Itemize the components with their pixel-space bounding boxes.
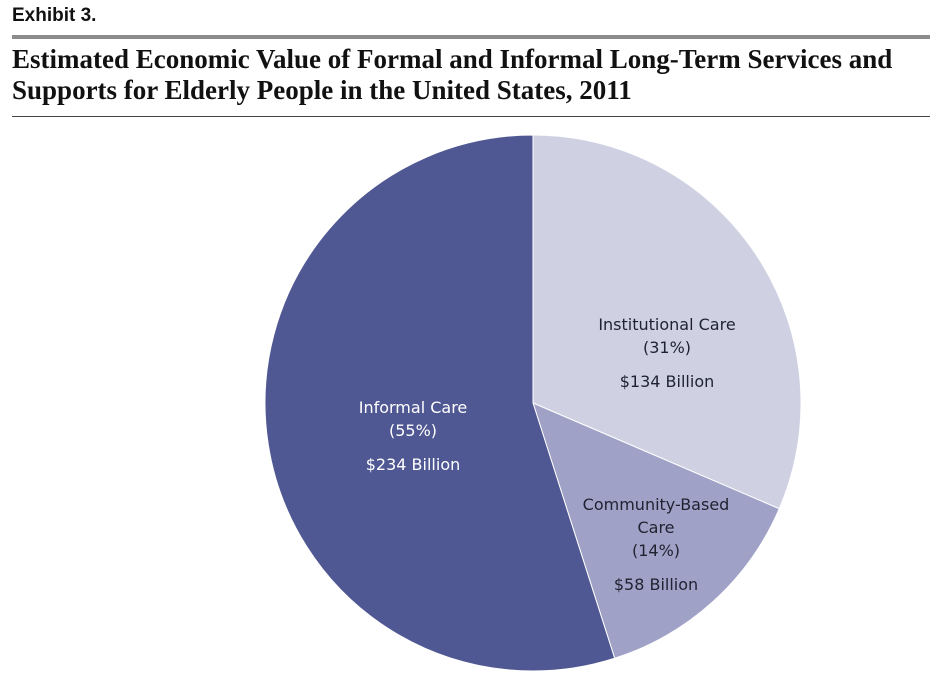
slice-label-informal-care: Informal Care (55%) $234 Billion	[359, 398, 468, 474]
slice-label-community-based-care: Community-Based Care (14%) $58 Billion	[583, 495, 730, 594]
slice-value-community-based-care: $58 Billion	[614, 575, 698, 594]
slice-percent-community-based-care: (14%)	[632, 541, 680, 560]
pie-slice-informal-care	[264, 134, 616, 672]
slice-percent-institutional-care: (31%)	[643, 338, 691, 357]
exhibit-label: Exhibit 3.	[12, 5, 97, 26]
slice-name-informal-care: Informal Care	[359, 398, 468, 417]
slice-name-community-based-care: Community-Based	[583, 495, 730, 514]
slice-percent-informal-care: (55%)	[389, 421, 437, 440]
slice-value-informal-care: $234 Billion	[366, 455, 461, 474]
slice-name-community-based-care-line-2: Care	[637, 518, 674, 537]
slice-label-institutional-care: Institutional Care (31%) $134 Billion	[598, 315, 735, 391]
title-rule-bottom	[12, 116, 930, 117]
chart-title: Estimated Economic Value of Formal and I…	[12, 44, 927, 106]
chart-title-line-1: Estimated Economic Value of Formal and I…	[12, 44, 893, 74]
slice-value-institutional-care: $134 Billion	[620, 372, 715, 391]
chart-title-line-2: Supports for Elderly People in the Unite…	[12, 75, 632, 105]
slice-name-institutional-care: Institutional Care	[598, 315, 735, 334]
title-rule-top	[12, 35, 930, 39]
pie-slice-institutional-care	[532, 134, 802, 510]
